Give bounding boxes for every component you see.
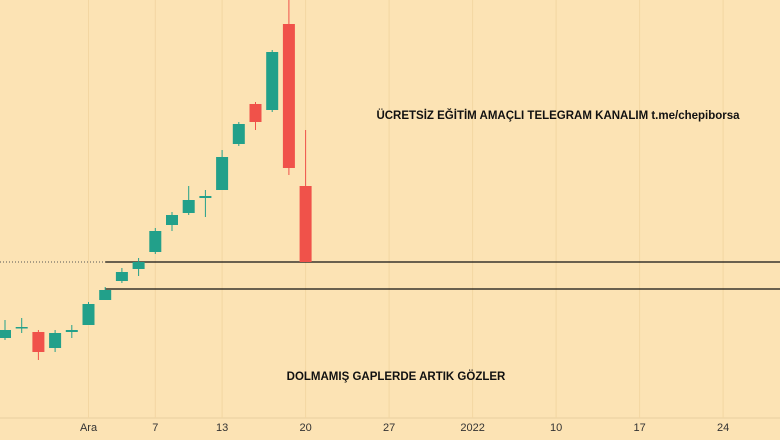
candle-body <box>182 200 195 213</box>
candle-body <box>299 186 312 262</box>
candle-body <box>149 231 162 252</box>
x-tick-label: 10 <box>550 422 562 434</box>
candle-body <box>32 332 45 352</box>
candle-body <box>115 272 128 281</box>
candle-body <box>282 24 295 168</box>
candle-body <box>232 124 245 144</box>
x-tick-label: 20 <box>299 422 311 434</box>
candle-body <box>49 333 62 348</box>
x-tick-label: 7 <box>152 422 158 434</box>
x-tick-label: Ara <box>80 422 98 434</box>
annotation: DOLMAMIŞ GAPLERDE ARTIK GÖZLER <box>287 370 506 383</box>
x-tick-label: 13 <box>216 422 228 434</box>
x-tick-label: 17 <box>633 422 645 434</box>
x-tick-label: 27 <box>383 422 395 434</box>
candle-body <box>65 330 78 332</box>
candle-body <box>15 327 28 329</box>
candle-body <box>82 304 95 325</box>
candle-body <box>216 157 229 190</box>
candle-body <box>166 215 178 225</box>
candle-body <box>132 262 145 269</box>
candle-body <box>0 330 11 338</box>
candle-body <box>266 52 279 110</box>
candle-body <box>99 290 112 300</box>
candle-body <box>199 196 212 198</box>
candle-body <box>249 104 262 122</box>
x-tick-label: 2022 <box>460 422 484 434</box>
x-tick-label: 24 <box>717 422 729 434</box>
annotation: ÜCRETSİZ EĞİTİM AMAÇLI TELEGRAM KANALIM … <box>376 109 740 122</box>
